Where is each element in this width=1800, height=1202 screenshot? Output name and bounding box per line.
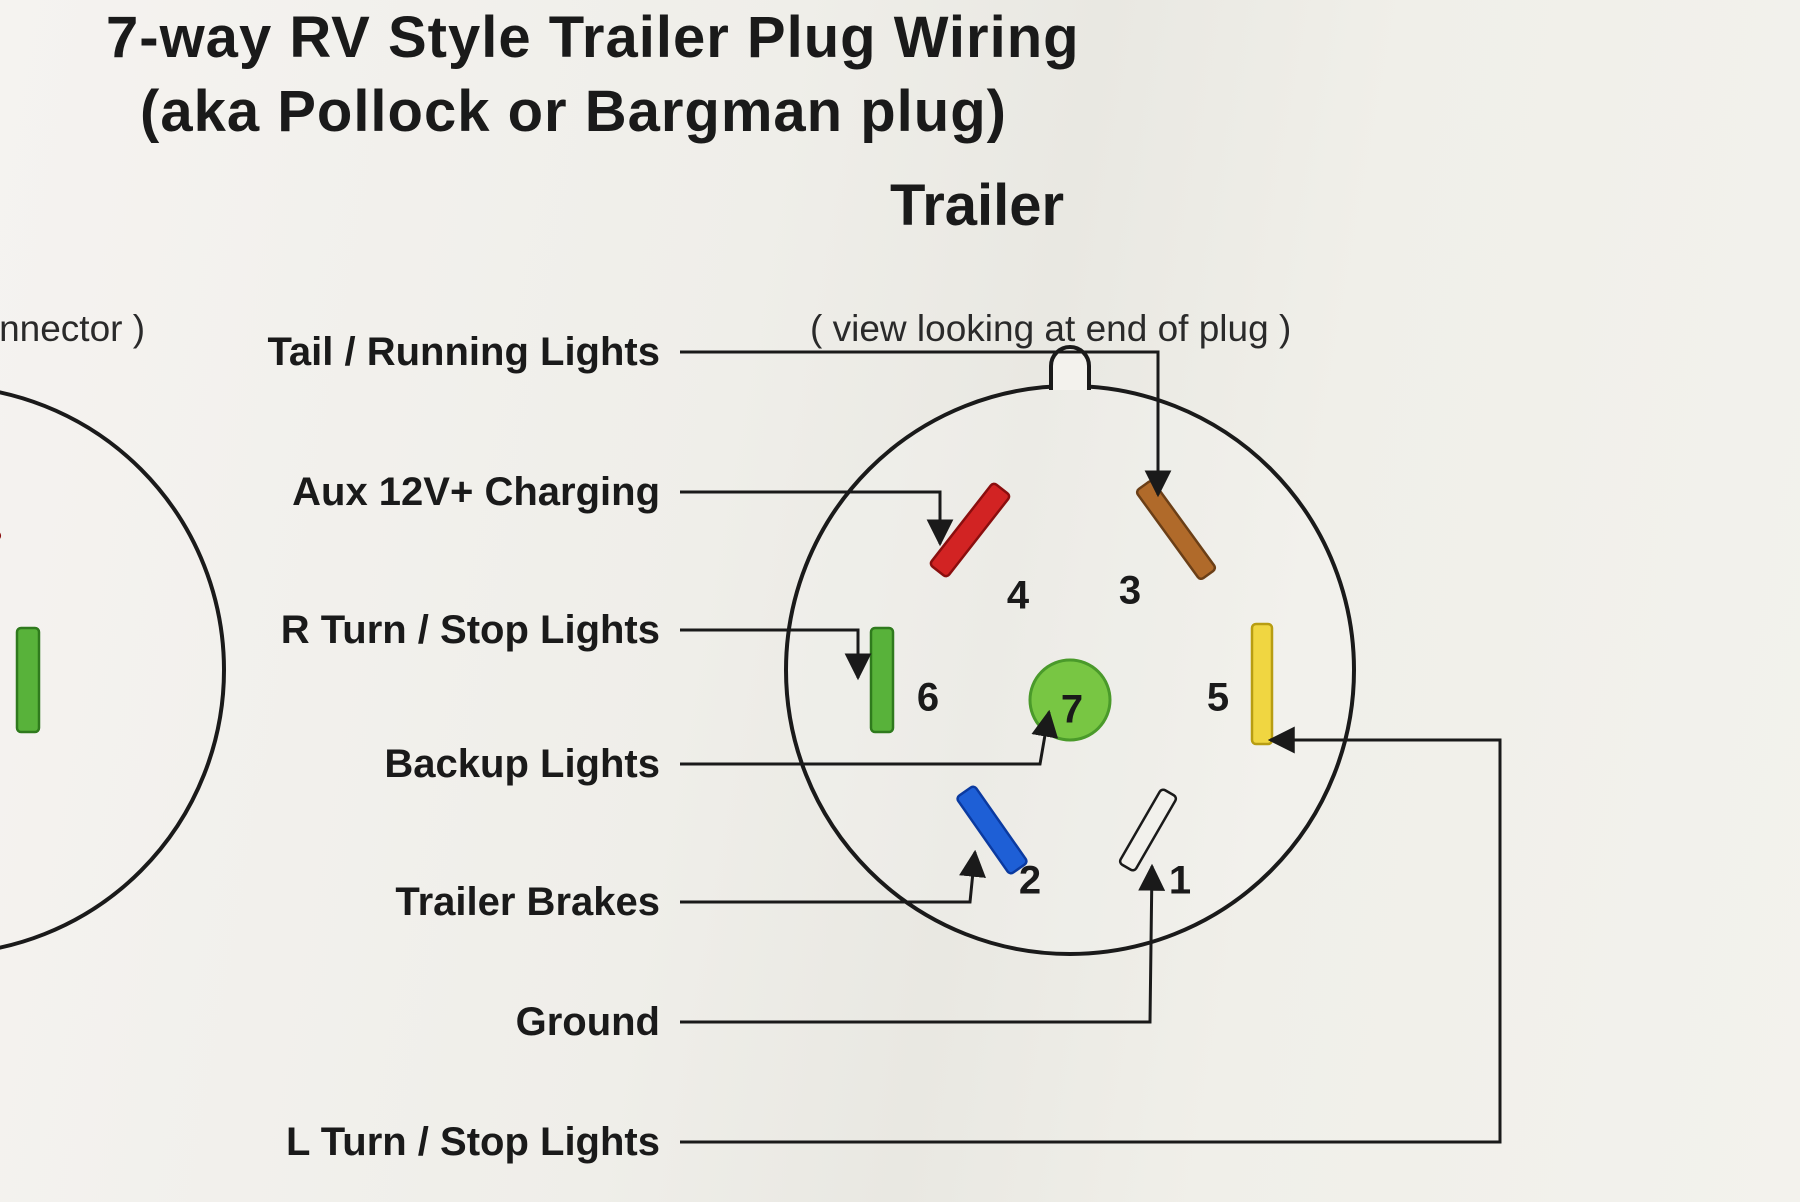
wiring-diagram-svg: 1 2 3 4 5 6 7	[0, 0, 1800, 1202]
pin-number-4: 4	[1007, 574, 1030, 618]
pin-number-6: 6	[917, 676, 939, 720]
diagram-canvas: 7-way RV Style Trailer Plug Wiring (aka …	[0, 0, 1800, 1202]
left-connector	[0, 386, 224, 954]
trailer-connector: 1 2 3 4 5 6 7	[786, 347, 1354, 954]
pin-number-7: 7	[1061, 688, 1083, 732]
pin-number-1: 1	[1169, 859, 1191, 903]
pin-number-5: 5	[1207, 676, 1229, 720]
pin-number-2: 2	[1019, 859, 1041, 903]
pin-number-3: 3	[1119, 569, 1141, 613]
